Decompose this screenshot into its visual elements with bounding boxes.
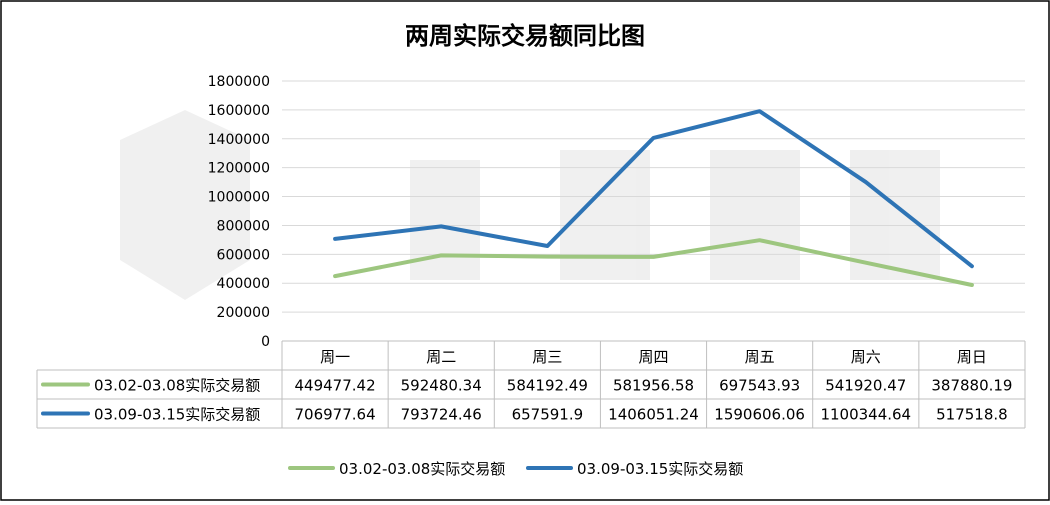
y-tick-label: 1000000: [208, 190, 270, 206]
data-label: 706977.64: [295, 406, 376, 424]
y-tick-label: 400000: [217, 276, 270, 292]
x-category-label: 周六: [851, 348, 881, 366]
table-series-name: 03.09-03.15实际交易额: [94, 406, 260, 424]
x-category-label: 周三: [532, 348, 562, 366]
data-label: 592480.34: [401, 377, 482, 395]
data-label: 541920.47: [825, 377, 906, 395]
data-label: 581956.58: [613, 377, 694, 395]
y-tick-label: 1800000: [208, 74, 270, 90]
data-label: 584192.49: [507, 377, 588, 395]
x-category-label: 周五: [745, 348, 775, 366]
table-series-name: 03.02-03.08实际交易额: [94, 377, 260, 395]
legend-entry: 03.09-03.15实际交易额: [577, 460, 743, 478]
x-category-label: 周日: [957, 348, 987, 366]
legend-entry: 03.02-03.08实际交易额: [339, 460, 505, 478]
chart-title: 两周实际交易额同比图: [405, 22, 645, 50]
data-label: 449477.42: [295, 377, 376, 395]
x-category-label: 周四: [638, 348, 668, 366]
y-tick-label: 800000: [217, 218, 270, 234]
y-tick-label: 0: [261, 334, 270, 350]
data-label: 387880.19: [931, 377, 1012, 395]
y-tick-label: 600000: [217, 247, 270, 263]
x-category-label: 周一: [320, 348, 350, 366]
y-tick-label: 200000: [217, 305, 270, 321]
y-tick-label: 1400000: [208, 132, 270, 148]
data-label: 657591.9: [512, 406, 584, 424]
data-label: 1406051.24: [608, 406, 699, 424]
data-label: 697543.93: [719, 377, 800, 395]
data-label: 793724.46: [401, 406, 482, 424]
x-category-label: 周二: [426, 348, 456, 366]
data-label: 1100344.64: [820, 406, 911, 424]
y-tick-label: 1200000: [208, 161, 270, 177]
y-tick-label: 1600000: [208, 103, 270, 119]
data-label: 517518.8: [936, 406, 1008, 424]
data-label: 1590606.06: [714, 406, 805, 424]
